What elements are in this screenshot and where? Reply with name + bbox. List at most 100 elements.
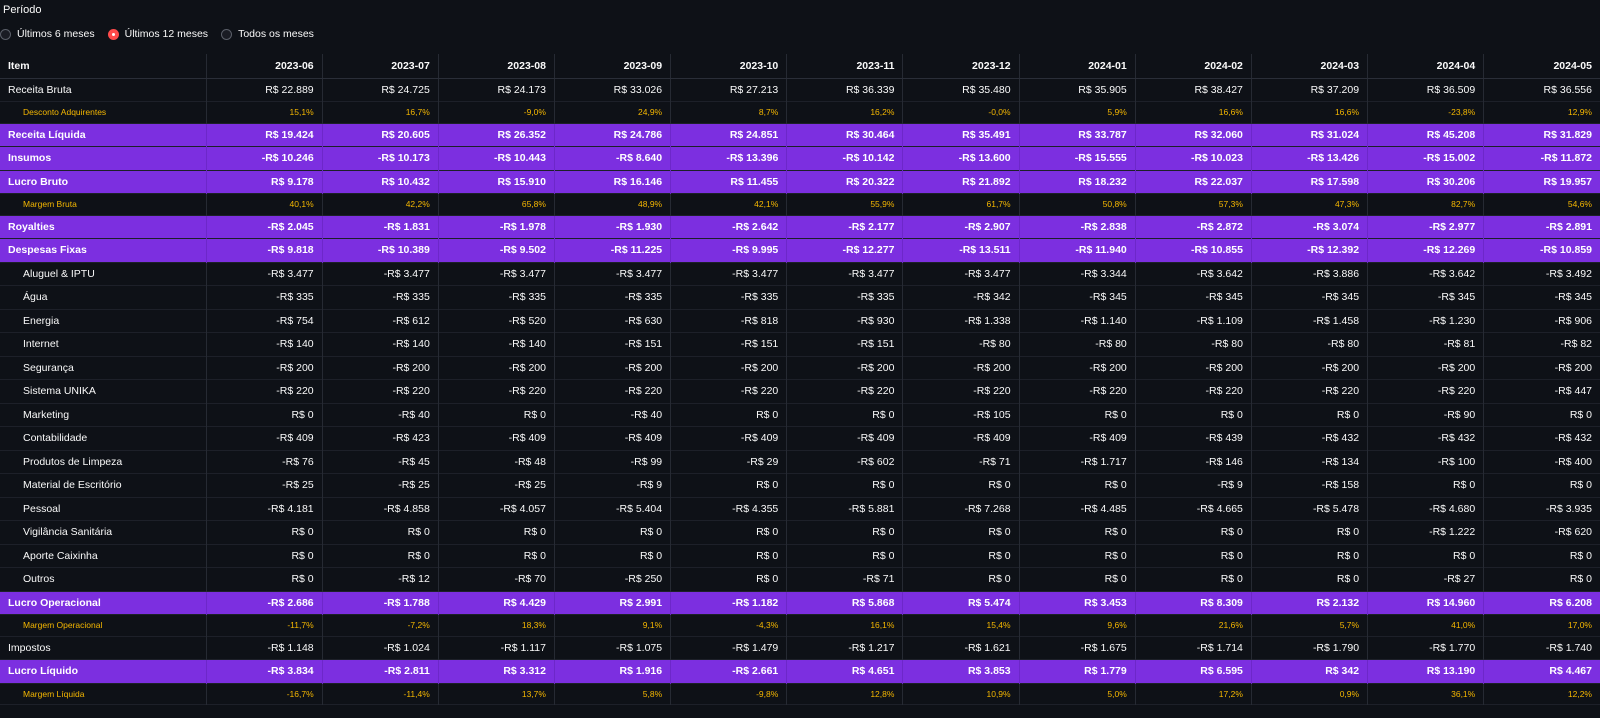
table-cell: -R$ 335 — [554, 285, 672, 309]
table-cell: 42,1% — [670, 193, 788, 215]
table-row: Energia -R$ 754 -R$ 612 -R$ 520 -R$ 630 -R$ 8… — [0, 309, 1600, 333]
table-cell: -R$ 335 — [786, 285, 904, 309]
table-row: Material de Escritório -R$ 25 -R$ 25 -R$ 25… — [0, 473, 1600, 497]
table-cell: R$ 20.605 — [322, 123, 439, 147]
table-cell: R$ 36.556 — [1543, 83, 1592, 96]
table-cell: -R$ 80 — [902, 332, 1020, 356]
dre-table: Item 2023-06 2023-07 2023-08 2023-09 2023-10… — [0, 54, 1600, 705]
radio-12-months[interactable]: Últimos 12 meses — [107, 28, 208, 40]
table-cell: -R$ 1.148 — [206, 636, 323, 660]
table-cell: R$ 0 — [1135, 520, 1252, 544]
table-cell: R$ 0 — [786, 403, 904, 427]
table-cell: -R$ 409 — [902, 426, 1020, 450]
table-cell: -R$ 140 — [322, 332, 439, 356]
table-cell: -R$ 81 — [1367, 332, 1485, 356]
table-cell: 41,0% — [1367, 614, 1485, 636]
table-cell: -R$ 1.458 — [1251, 309, 1369, 333]
column-header[interactable]: 2024-03 — [1251, 54, 1369, 79]
table-cell: R$ 17.598 — [1251, 170, 1369, 194]
row-label: Internet — [0, 332, 207, 356]
table-cell: -R$ 10.246 — [206, 146, 323, 170]
table-cell: -R$ 439 — [1135, 426, 1252, 450]
table-cell: R$ 24.173 — [438, 78, 555, 102]
table-cell: -R$ 1.714 — [1135, 636, 1252, 660]
table-cell: 5,0% — [1019, 683, 1136, 705]
column-header[interactable]: 2023-12 — [902, 54, 1020, 79]
table-cell: -R$ 1.338 — [902, 309, 1020, 333]
column-header[interactable]: 2023-09 — [554, 54, 672, 79]
row-label: Segurança — [0, 356, 207, 380]
table-cell: -R$ 1.217 — [786, 636, 904, 660]
table-row: Margem Operacional -11,7% -7,2% 18,3% 9,1% -4… — [0, 614, 1600, 636]
table-cell: -R$ 335 — [670, 285, 788, 309]
table-cell: -0,0% — [902, 101, 1020, 123]
column-header[interactable]: 2024-01 — [1019, 54, 1136, 79]
table-cell: R$ 0 — [1569, 408, 1592, 421]
table-cell: R$ 0 — [670, 567, 788, 591]
column-header[interactable]: 2023-08 — [438, 54, 555, 79]
radio-6-months[interactable]: Últimos 6 meses — [0, 28, 95, 40]
table-row: Lucro Operacional -R$ 2.686 -R$ 1.788 R$ 4.… — [0, 591, 1600, 615]
table-cell: -R$ 345 — [1135, 285, 1252, 309]
table-cell: -R$ 200 — [1367, 356, 1485, 380]
table-cell: R$ 6.595 — [1135, 659, 1252, 683]
table-cell: -R$ 220 — [438, 379, 555, 403]
row-label: Receita Líquida — [0, 123, 207, 147]
column-header-item[interactable]: Item — [0, 54, 207, 79]
table-row: Desconto Adquirentes 15,1% 16,7% -9,0% 24,9%… — [0, 101, 1600, 123]
table-cell: -R$ 1.182 — [670, 591, 788, 615]
table-cell: R$ 24.851 — [670, 123, 788, 147]
table-cell: -R$ 345 — [1019, 285, 1136, 309]
table-cell: R$ 45.208 — [1367, 123, 1485, 147]
table-cell: -R$ 335 — [206, 285, 323, 309]
dre-table-container[interactable]: Item 2023-06 2023-07 2023-08 2023-09 2023-10… — [0, 54, 1600, 705]
table-cell: R$ 0 — [670, 544, 788, 568]
table-cell: -R$ 335 — [438, 285, 555, 309]
row-label: Insumos — [0, 146, 207, 170]
column-header[interactable]: 2023-11 — [786, 54, 904, 79]
row-label: Marketing — [0, 403, 207, 427]
table-cell: R$ 4.651 — [786, 659, 904, 683]
table-row: Vigilância Sanitária R$ 0 R$ 0 R$ 0 R$ 0 R$ 0… — [0, 520, 1600, 544]
table-cell: 16,7% — [322, 101, 439, 123]
row-label: Outros — [0, 567, 207, 591]
table-cell: R$ 0 — [1019, 520, 1136, 544]
row-label: Despesas Fixas — [0, 238, 207, 262]
table-cell: -R$ 220 — [902, 379, 1020, 403]
column-header[interactable]: 2024-04 — [1367, 54, 1485, 79]
table-cell: R$ 6.208 — [1549, 596, 1592, 609]
column-header[interactable]: 2023-10 — [670, 54, 788, 79]
table-cell: R$ 11.455 — [670, 170, 788, 194]
column-header[interactable]: 2023-06 — [206, 54, 323, 79]
radio-all-months[interactable]: Todos os meses — [221, 28, 314, 40]
row-label: Lucro Operacional — [0, 591, 207, 615]
table-cell: -R$ 2.177 — [786, 215, 904, 239]
table-cell: R$ 0 — [554, 520, 672, 544]
table-cell: -R$ 71 — [786, 567, 904, 591]
table-cell: -R$ 3.642 — [1135, 262, 1252, 286]
table-row: Insumos -R$ 10.246 -R$ 10.173 -R$ 10.443 -R$… — [0, 146, 1600, 170]
table-cell: 16,6% — [1251, 101, 1369, 123]
table-cell: R$ 2.991 — [554, 591, 672, 615]
table-cell: -R$ 13.511 — [902, 238, 1020, 262]
table-cell: -R$ 409 — [554, 426, 672, 450]
period-radio-group: Últimos 6 meses Últimos 12 meses Todos o… — [0, 28, 327, 40]
table-row: Lucro Bruto R$ 9.178 R$ 10.432 R$ 15.910 R$ … — [0, 170, 1600, 194]
table-cell: R$ 38.427 — [1135, 78, 1252, 102]
table-cell: -R$ 40 — [322, 403, 439, 427]
table-cell: -R$ 10.855 — [1135, 238, 1252, 262]
table-cell: -R$ 1.109 — [1135, 309, 1252, 333]
column-header[interactable]: 2024-05 — [1483, 54, 1600, 79]
table-cell: R$ 16.146 — [554, 170, 672, 194]
column-header[interactable]: 2024-02 — [1135, 54, 1252, 79]
column-header[interactable]: 2023-07 — [322, 54, 439, 79]
table-cell: R$ 30.464 — [786, 123, 904, 147]
table-cell: -R$ 220 — [1251, 379, 1369, 403]
table-cell: -R$ 1.479 — [670, 636, 788, 660]
table-cell: R$ 0 — [670, 520, 788, 544]
table-cell: -R$ 2.686 — [206, 591, 323, 615]
table-cell: -R$ 8.640 — [554, 146, 672, 170]
table-cell: R$ 0 — [902, 520, 1020, 544]
table-cell: R$ 0 — [786, 473, 904, 497]
table-cell: -R$ 45 — [322, 450, 439, 474]
